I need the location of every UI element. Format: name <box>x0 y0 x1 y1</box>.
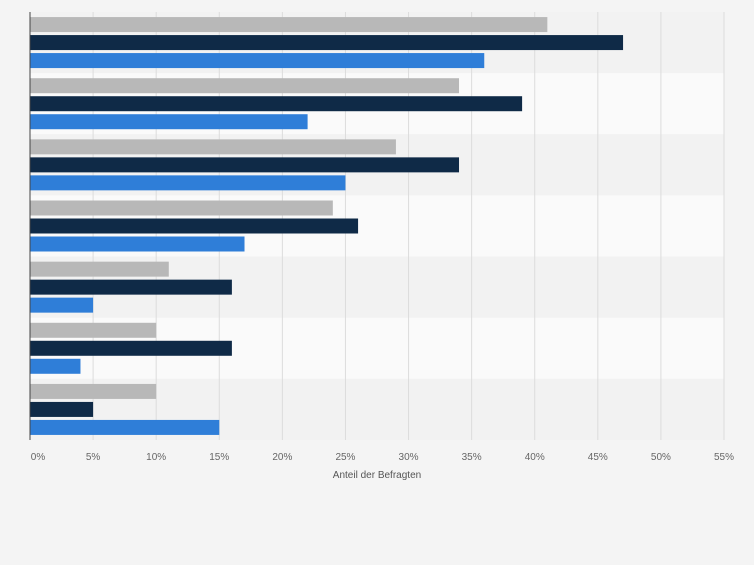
bar <box>30 236 245 252</box>
x-tick-label: 55% <box>714 452 734 463</box>
bar <box>30 401 94 417</box>
x-tick-label: 50% <box>651 452 671 463</box>
x-tick-label: 10% <box>146 452 166 463</box>
bar <box>30 358 81 374</box>
bar <box>30 200 333 216</box>
x-tick-label: 15% <box>209 452 229 463</box>
bar <box>30 139 396 155</box>
x-tick-label: 30% <box>399 452 419 463</box>
bar <box>30 175 346 191</box>
x-tick-label: 5% <box>86 452 101 463</box>
bar <box>30 383 157 399</box>
bar <box>30 297 94 313</box>
x-tick-label: 45% <box>588 452 608 463</box>
x-axis-label: Anteil der Befragten <box>333 470 421 481</box>
bar <box>30 78 460 94</box>
bar <box>30 419 220 435</box>
x-tick-label: 40% <box>525 452 545 463</box>
bar <box>30 114 308 130</box>
x-tick-label: 0% <box>31 452 46 463</box>
bar <box>30 322 157 338</box>
bar <box>30 17 548 33</box>
bar <box>30 53 485 69</box>
bar <box>30 218 359 234</box>
x-tick-label: 25% <box>335 452 355 463</box>
bar <box>30 35 624 51</box>
x-tick-label: 20% <box>272 452 292 463</box>
bar <box>30 96 523 112</box>
bar <box>30 279 232 295</box>
bars <box>30 17 624 435</box>
x-tick-label: 35% <box>462 452 482 463</box>
bar <box>30 157 460 173</box>
x-tick-labels: 0% 5% 10% 15% 20% 25% 30% 35% 40% 45% 50% 55% <box>31 452 734 463</box>
bar <box>30 340 232 356</box>
bar <box>30 261 169 277</box>
